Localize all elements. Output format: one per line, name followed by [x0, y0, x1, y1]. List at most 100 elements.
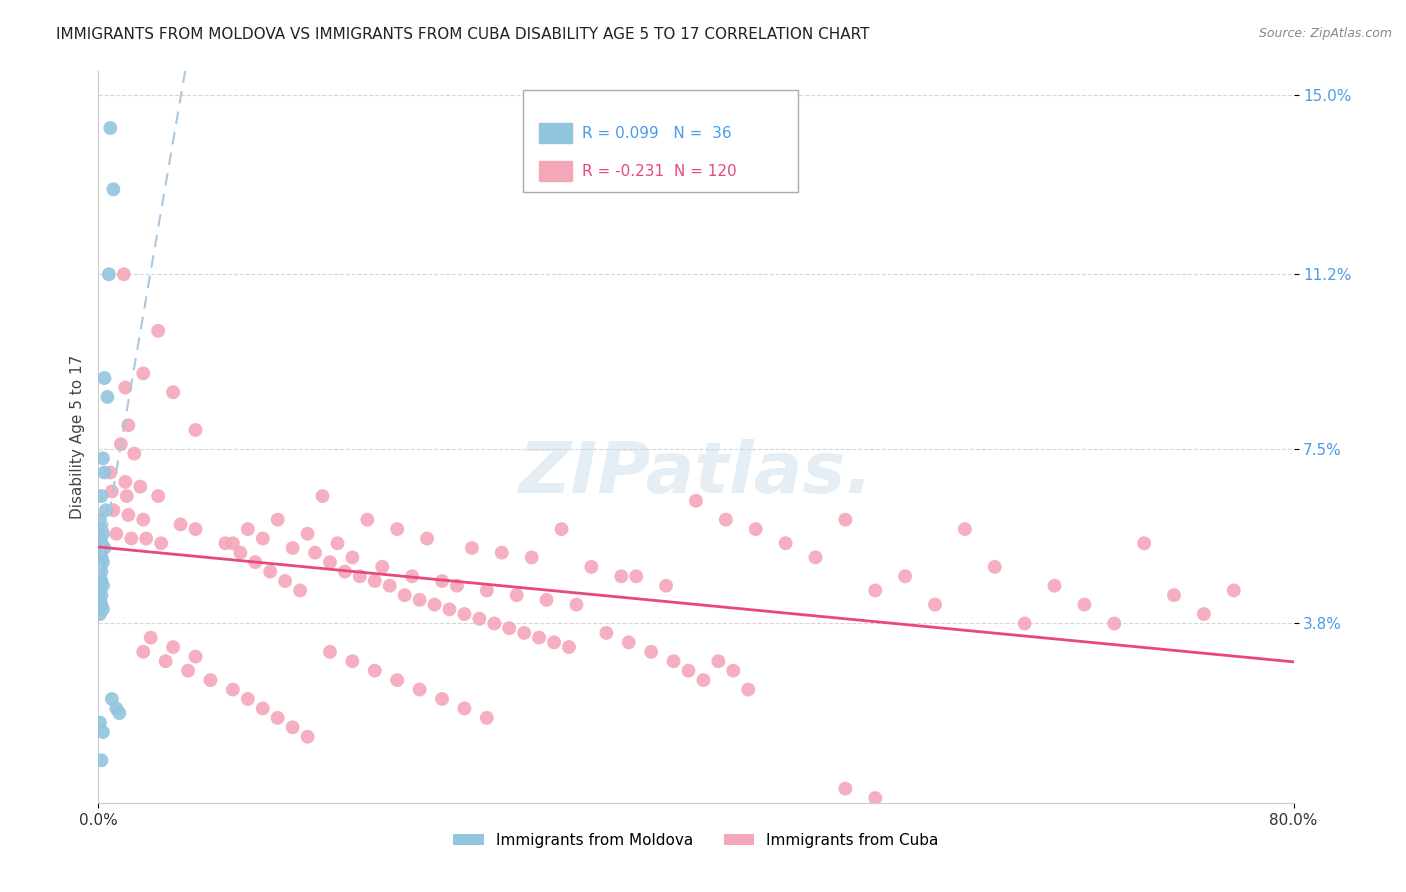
Point	[120, 532, 142, 546]
Point	[177, 664, 200, 678]
Text: Source: ZipAtlas.com: Source: ZipAtlas.com	[1258, 27, 1392, 40]
Point	[267, 513, 290, 527]
Point	[90, 753, 112, 767]
Point	[543, 635, 565, 649]
Point	[692, 673, 714, 687]
Point	[252, 532, 274, 546]
Point	[267, 711, 290, 725]
Point	[91, 555, 114, 569]
Point	[98, 120, 122, 135]
Point	[745, 522, 768, 536]
Point	[124, 447, 146, 461]
Point	[924, 598, 946, 612]
Point	[408, 593, 430, 607]
Point	[723, 664, 745, 678]
Point	[1163, 588, 1185, 602]
Point	[297, 730, 319, 744]
Point	[865, 791, 887, 805]
Point	[595, 626, 617, 640]
Point	[184, 522, 207, 536]
Point	[222, 682, 245, 697]
FancyBboxPatch shape	[523, 90, 797, 192]
Point	[1014, 616, 1036, 631]
Point	[114, 380, 136, 394]
Point	[162, 640, 184, 654]
Point	[423, 598, 446, 612]
Point	[252, 701, 274, 715]
Point	[129, 480, 152, 494]
Point	[714, 513, 737, 527]
FancyBboxPatch shape	[540, 161, 572, 181]
Point	[93, 466, 115, 480]
Point	[281, 541, 304, 555]
Point	[461, 541, 484, 555]
Point	[94, 503, 117, 517]
Point	[333, 565, 356, 579]
Point	[385, 522, 409, 536]
Point	[371, 559, 394, 574]
Point	[274, 574, 297, 588]
Point	[214, 536, 236, 550]
Point	[91, 602, 114, 616]
Point	[89, 583, 111, 598]
Point	[685, 493, 707, 508]
Point	[439, 602, 461, 616]
Point	[513, 626, 536, 640]
Point	[364, 574, 387, 588]
Point	[200, 673, 222, 687]
Point	[105, 526, 128, 541]
Point	[1104, 616, 1126, 631]
Point	[132, 513, 155, 527]
Point	[468, 612, 491, 626]
Point	[89, 607, 111, 621]
Point	[1133, 536, 1156, 550]
Point	[527, 631, 550, 645]
Point	[834, 513, 856, 527]
Point	[132, 367, 155, 381]
Point	[89, 559, 111, 574]
Point	[90, 565, 112, 579]
Point	[155, 654, 177, 668]
Point	[96, 390, 118, 404]
Point	[169, 517, 191, 532]
Point	[617, 635, 640, 649]
Point	[536, 593, 558, 607]
Point	[90, 574, 112, 588]
Point	[281, 720, 304, 734]
Point	[97, 267, 120, 281]
Point	[150, 536, 173, 550]
Point	[364, 664, 387, 678]
Point	[342, 654, 364, 668]
Point	[90, 489, 112, 503]
Point	[108, 706, 131, 720]
Point	[91, 451, 114, 466]
Point	[89, 532, 111, 546]
Point	[707, 654, 730, 668]
Point	[162, 385, 184, 400]
Point	[229, 546, 252, 560]
Point	[498, 621, 520, 635]
Point	[117, 418, 139, 433]
Point	[385, 673, 409, 687]
Point	[245, 555, 267, 569]
Point	[319, 645, 342, 659]
Point	[678, 664, 700, 678]
Point	[394, 588, 416, 602]
Text: R = -0.231  N = 120: R = -0.231 N = 120	[582, 164, 737, 178]
Point	[430, 574, 453, 588]
Text: ZIPatlas.: ZIPatlas.	[519, 439, 873, 508]
Point	[259, 565, 281, 579]
Point	[148, 324, 170, 338]
Point	[408, 682, 430, 697]
Point	[103, 503, 125, 517]
Point	[148, 489, 170, 503]
Point	[558, 640, 581, 654]
Point	[90, 536, 112, 550]
Point	[834, 781, 856, 796]
Point	[894, 569, 917, 583]
Text: R = 0.099   N =  36: R = 0.099 N = 36	[582, 126, 733, 141]
Point	[342, 550, 364, 565]
Point	[610, 569, 633, 583]
Point	[1192, 607, 1215, 621]
Point	[236, 522, 259, 536]
